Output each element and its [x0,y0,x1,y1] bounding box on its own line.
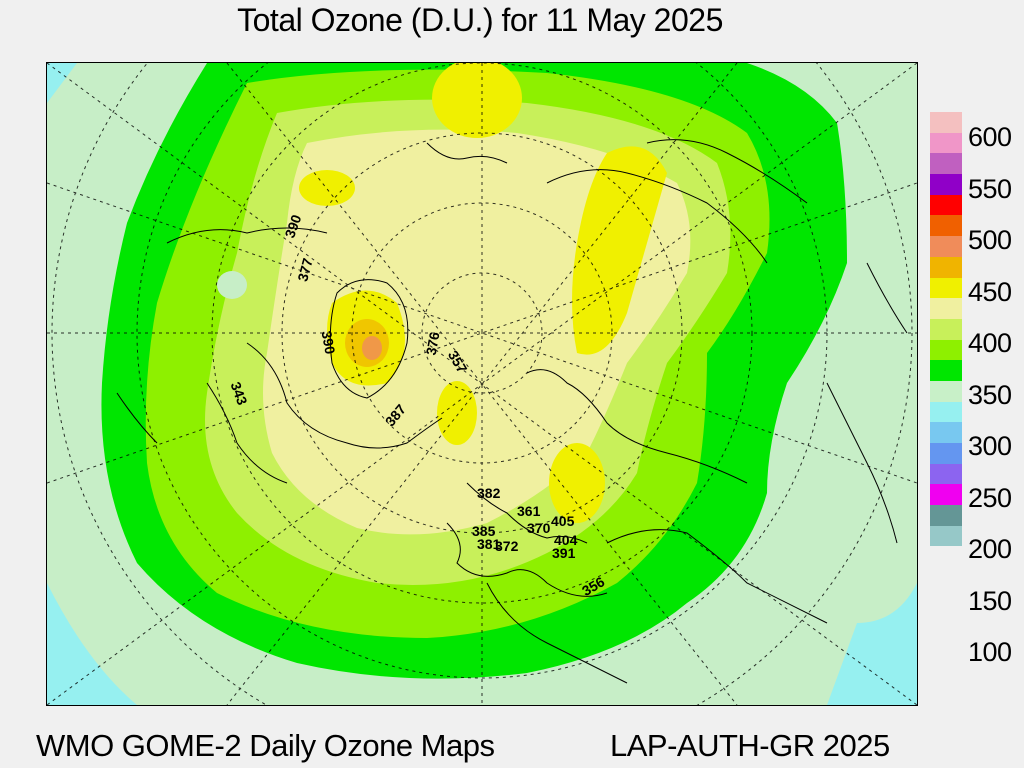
legend-swatch [930,484,962,506]
ozone-high-east [572,146,667,355]
color-scale-labels: 600 550 500 450 400 350 300 250 200 150 100 [968,112,1024,666]
legend-swatch [930,236,962,257]
legend-label: 500 [968,225,1012,255]
station-label: 381 [477,536,501,552]
station-label: 361 [517,503,541,519]
legend-swatch [930,298,962,319]
legend-swatch [930,401,962,423]
legend-label: 200 [968,534,1012,564]
legend-label: 250 [968,482,1012,513]
legend-swatch [930,277,962,299]
legend-swatch [930,256,962,278]
ozone-high-russia [549,443,605,523]
station-label: 385 [472,523,496,539]
station-label: 372 [495,538,519,554]
station-label: 404 [554,532,578,548]
legend-swatch [930,153,962,175]
station-label: 405 [551,513,575,529]
ozone-low-pacific [217,271,247,299]
legend-swatch [930,194,962,216]
legend-swatch [930,215,962,237]
legend-swatch [930,360,962,381]
legend-swatch [930,443,962,464]
color-scale-legend [930,112,962,547]
station-label: 343 [228,380,251,408]
footer-source: WMO GOME-2 Daily Ozone Maps [36,728,495,763]
station-label: 377 [294,256,316,283]
footer-credit: LAP-AUTH-GR 2025 [610,728,890,763]
map-title: Total Ozone (D.U.) for 11 May 2025 [237,2,723,38]
station-label: 376 [423,330,443,356]
ozone-high-scand [437,381,477,445]
legend-swatch [930,422,962,443]
station-label: 390 [319,329,339,355]
ozone-high-north [432,63,522,138]
legend-swatch [930,505,962,526]
legend-label: 150 [968,585,1012,616]
legend-swatch [930,112,962,133]
ozone-high-west [299,170,355,206]
legend-swatch [930,132,962,154]
legend-swatch [930,380,962,402]
legend-swatch [930,339,962,361]
legend-swatch [930,318,962,340]
legend-label: 600 [968,122,1012,152]
ozone-map: 390 377 390 343 376 357 387 382 361 370 … [46,62,918,706]
station-label: 390 [281,212,304,240]
legend-label: 350 [968,379,1012,410]
legend-swatch [930,463,962,485]
legend-swatch [930,174,962,195]
legend-label: 400 [968,328,1012,358]
legend-label: 550 [968,173,1012,204]
legend-label: 450 [968,276,1012,307]
station-label: 382 [477,485,501,501]
station-label: 370 [527,520,551,536]
legend-label: 100 [968,637,1012,667]
legend-label: 300 [968,431,1012,461]
station-label: 391 [552,545,576,561]
legend-swatch [930,525,962,547]
